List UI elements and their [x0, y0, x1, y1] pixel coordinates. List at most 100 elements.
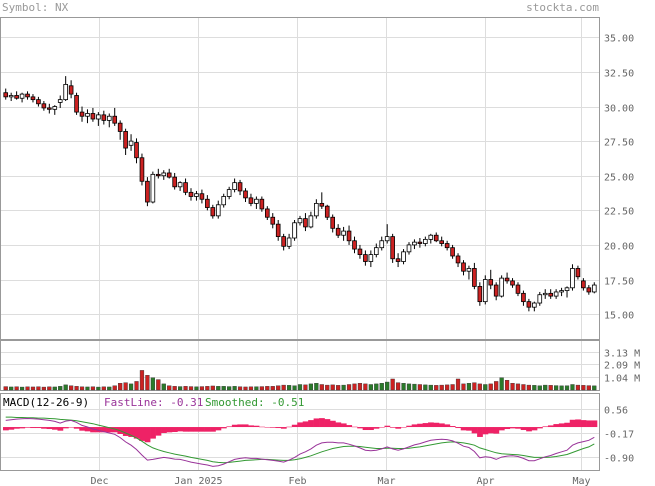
candle-body — [57, 99, 63, 103]
macd-histogram-bar — [302, 421, 309, 428]
candle-body — [243, 190, 248, 199]
volume-bar — [390, 378, 395, 391]
volume-bar — [303, 384, 308, 391]
volume-bar — [199, 386, 205, 391]
volume-bar — [494, 381, 499, 391]
macd-histogram-bar — [242, 424, 249, 428]
volume-bar — [96, 386, 101, 391]
volume-bar — [41, 386, 46, 391]
candle-body — [352, 240, 357, 250]
candle-body — [248, 197, 254, 204]
volume-bar — [281, 384, 286, 391]
macd-histogram-bar — [161, 427, 167, 433]
volume-bar — [292, 385, 297, 391]
candle-body — [499, 277, 504, 297]
macd-histogram-bar — [498, 427, 505, 431]
macd-histogram-bar — [384, 425, 391, 428]
price-tick-label: 17.50 — [604, 277, 634, 288]
candle-body — [36, 99, 41, 105]
macd-histogram-bar — [335, 422, 342, 428]
candle-body — [161, 172, 167, 177]
volume-bar — [434, 385, 439, 391]
price-tick-label: 30.00 — [604, 104, 634, 115]
candle-body — [461, 262, 466, 272]
volume-bar — [188, 386, 194, 391]
candle-body — [591, 284, 597, 293]
macd-histogram-bar — [400, 427, 407, 428]
macd-histogram-bar — [368, 427, 374, 431]
macd-histogram-bar — [204, 427, 211, 432]
macd-histogram-bar — [417, 423, 423, 428]
volume-bar — [150, 377, 155, 391]
volume-bar — [417, 384, 422, 391]
volume-bar — [205, 386, 210, 391]
volume-bar — [128, 383, 134, 391]
candle-body — [482, 279, 488, 303]
candle-body — [433, 234, 439, 242]
price-tick-label: 22.50 — [604, 207, 634, 218]
candle-body — [455, 255, 461, 264]
candle-body — [564, 287, 570, 291]
symbol-label: Symbol: NX — [2, 1, 69, 14]
macd-histogram-bar — [150, 427, 156, 439]
volume-bar — [52, 386, 57, 391]
macd-histogram-bar — [406, 425, 413, 428]
volume-bar — [330, 384, 335, 391]
volume-bar — [559, 385, 564, 391]
macd-histogram-bar — [411, 424, 418, 428]
volume-bar — [428, 384, 433, 391]
candle-body — [90, 113, 96, 120]
volume-bar — [237, 386, 243, 391]
candle-body — [439, 240, 444, 244]
fastline-legend: FastLine: -0.31 — [104, 396, 203, 409]
volume-bar — [308, 383, 314, 391]
macd-histogram-bar — [3, 427, 9, 431]
macd-histogram-bar — [264, 427, 271, 428]
macd-histogram-bar — [133, 427, 140, 439]
volume-bar — [450, 384, 455, 391]
volume-bar — [548, 385, 553, 391]
macd-histogram-bar — [106, 427, 113, 433]
volume-bar — [385, 381, 390, 391]
macd-histogram-bar — [460, 427, 467, 431]
volume-bar — [101, 386, 106, 391]
volume-bar — [575, 384, 581, 391]
candle-body — [183, 182, 188, 193]
macd-histogram-bar — [580, 420, 587, 428]
volume-bar — [47, 386, 52, 391]
volume-bar — [30, 386, 36, 391]
macd-histogram-bar — [438, 423, 445, 428]
macd-histogram-bar — [52, 427, 58, 430]
volume-bar — [9, 386, 14, 391]
macd-histogram-bar — [270, 427, 276, 428]
volume-bar — [554, 385, 559, 391]
volume-bar — [297, 384, 303, 391]
volume-bar — [461, 383, 466, 391]
macd-histogram-bar — [237, 424, 244, 428]
candle-body — [412, 241, 417, 246]
candle-body — [548, 292, 553, 297]
macd-histogram-bar — [13, 427, 20, 429]
fast-line — [5, 417, 595, 467]
macd-histogram-bar — [504, 427, 511, 430]
candle-body — [172, 176, 177, 188]
volume-bar — [90, 386, 96, 391]
candle-body — [570, 268, 575, 289]
macd-histogram-bar — [41, 427, 47, 429]
macd-histogram-bar — [455, 427, 462, 429]
candle-body — [194, 193, 199, 197]
candle-body — [215, 204, 221, 217]
candle-body — [537, 294, 543, 304]
candle-body — [226, 189, 232, 197]
price-tick-label: 27.50 — [604, 138, 634, 149]
grid — [1, 18, 599, 470]
candle-body — [303, 218, 308, 228]
macd-tick-label: 0.56 — [604, 406, 628, 417]
volume-bar — [543, 384, 548, 391]
macd-histogram-bar — [362, 427, 369, 431]
candle-body — [19, 93, 25, 99]
macd-histogram-bar — [199, 427, 205, 432]
candle-body — [417, 241, 423, 244]
volume-bar — [472, 382, 477, 391]
volume-bar — [145, 375, 150, 391]
